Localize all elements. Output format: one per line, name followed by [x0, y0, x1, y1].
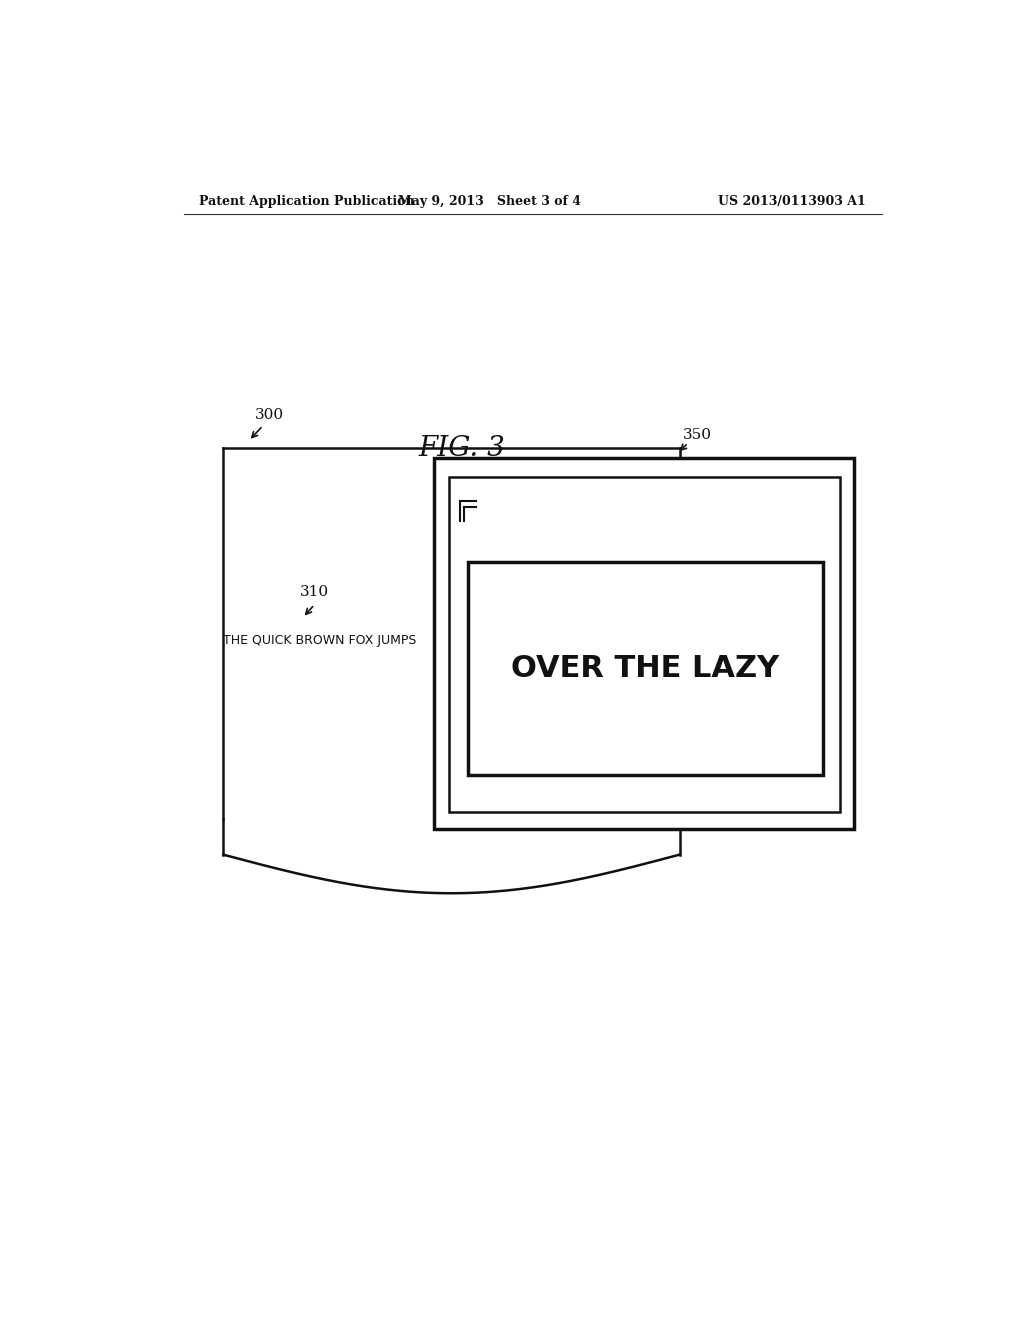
Text: 300: 300: [255, 408, 284, 421]
Text: 350: 350: [683, 428, 713, 442]
Text: 360: 360: [822, 458, 851, 473]
Text: THE QUICK BROWN FOX JUMPS: THE QUICK BROWN FOX JUMPS: [223, 634, 417, 647]
Text: May 9, 2013   Sheet 3 of 4: May 9, 2013 Sheet 3 of 4: [397, 194, 581, 207]
Text: Patent Application Publication: Patent Application Publication: [200, 194, 415, 207]
Text: FIG. 3: FIG. 3: [418, 434, 505, 462]
Bar: [433, 458, 854, 829]
Text: 310: 310: [300, 585, 329, 599]
Bar: [468, 562, 823, 775]
Text: US 2013/0113903 A1: US 2013/0113903 A1: [718, 194, 866, 207]
Text: 380: 380: [603, 797, 632, 810]
Text: OVER THE LAZY: OVER THE LAZY: [511, 655, 779, 684]
Bar: [450, 477, 840, 812]
Text: 370: 370: [524, 487, 554, 500]
